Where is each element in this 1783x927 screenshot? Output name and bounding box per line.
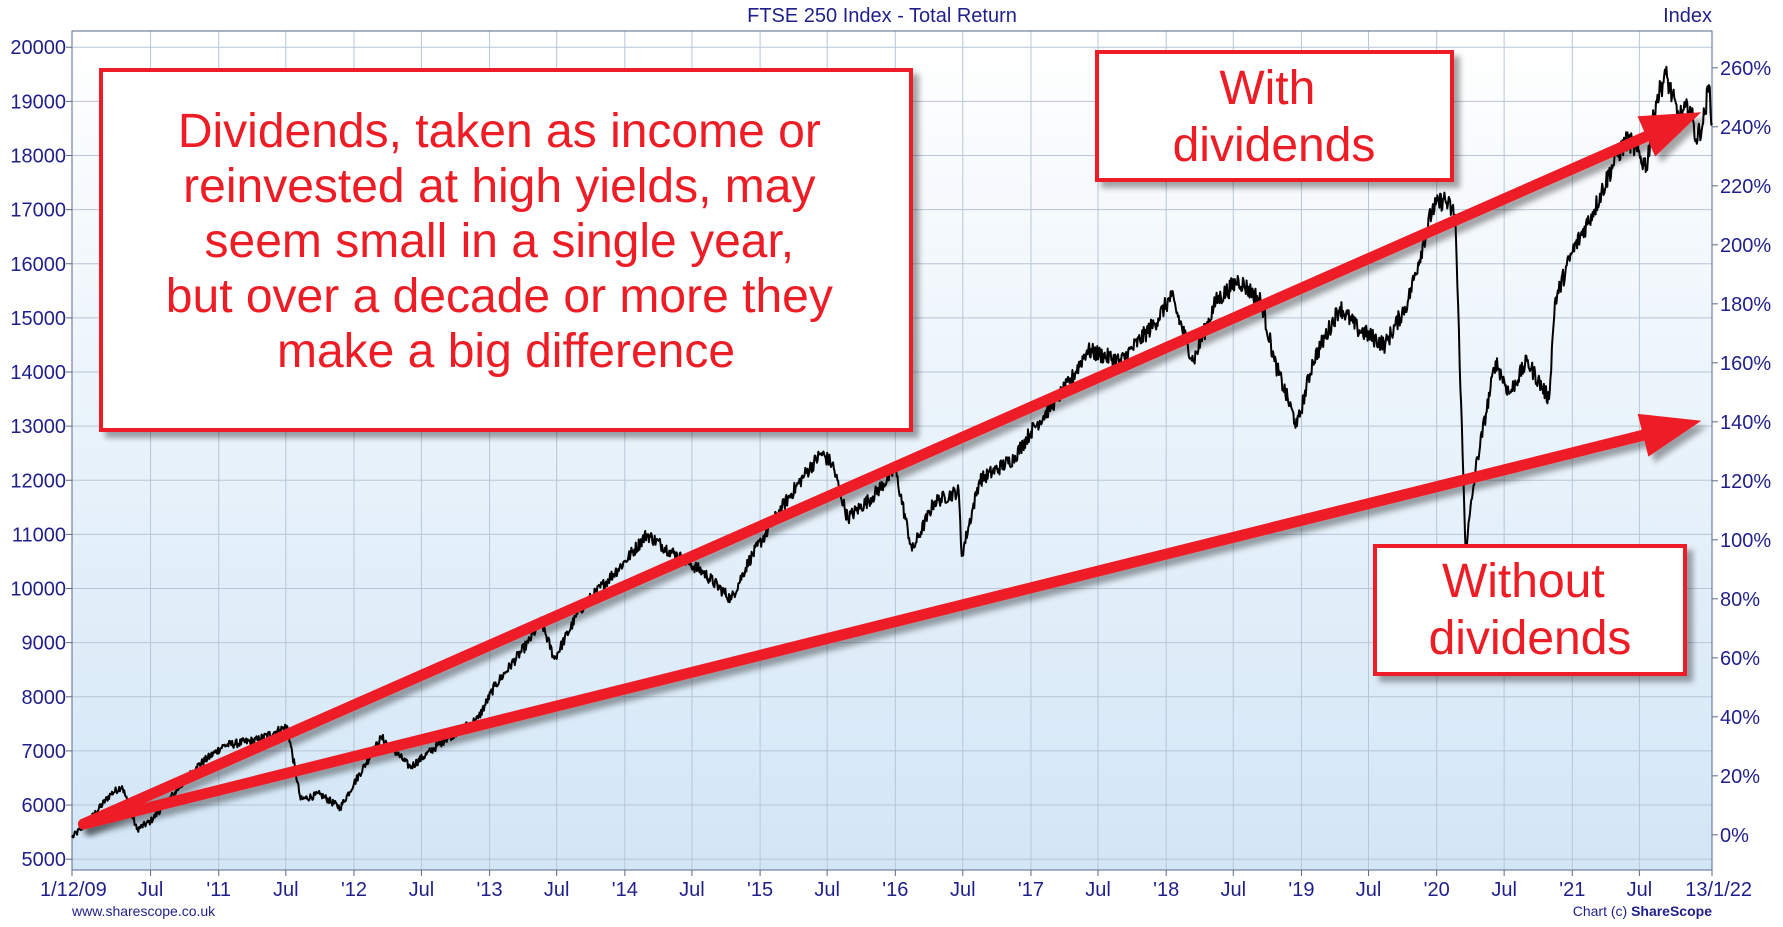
y-right-tick-label: 240% [1720, 117, 1771, 139]
annotation-arrow [77, 112, 1702, 830]
y-right-tick-label: 100% [1720, 530, 1771, 552]
x-tick-label: '21 [1559, 879, 1585, 901]
plot-frame [71, 30, 1713, 871]
without-dividends-line: dividends [1429, 612, 1632, 665]
with-dividends-label: With dividends [1173, 62, 1376, 172]
y-axis-left: 5000 6000 7000 8000 9000 10000 11000 12000 13000… [10, 37, 72, 871]
main-annotation-frame [99, 68, 913, 432]
main-annotation-line: seem small in a single year, [205, 215, 795, 268]
y-left-tick-label: 11000 [12, 524, 66, 546]
x-tick-label: Jul [1491, 879, 1517, 901]
arrow-shaft [77, 429, 1649, 830]
main-annotation-line: reinvested at high yields, may [183, 160, 815, 213]
x-tick-label: Jul [1085, 879, 1111, 901]
footer-credit-brand: ShareScope [1631, 903, 1712, 919]
x-axis: 1/12/09 Jul '11 Jul '12 Jul '13 Jul '14 Jul '15 Jul… [40, 870, 1752, 901]
y-left-tick-label: 15000 [10, 308, 66, 330]
arrow-head [1637, 112, 1702, 157]
y-right-tick-label: 80% [1720, 589, 1760, 611]
chart-title: FTSE 250 Index - Total Return [747, 5, 1017, 27]
x-tick-label: 13/1/22 [1685, 879, 1752, 901]
without-dividends-line: Without [1442, 555, 1605, 608]
x-tick-label: '14 [612, 879, 638, 901]
right-axis-title: Index [1663, 5, 1712, 27]
x-tick-label: Jul [273, 879, 299, 901]
y-right-tick-label: 200% [1720, 235, 1771, 257]
without-dividends-box: Without dividends [1373, 544, 1687, 676]
main-annotation-line: make a big difference [277, 325, 735, 378]
y-right-tick-label: 220% [1720, 176, 1771, 198]
x-tick-label: 1/12/09 [40, 879, 107, 901]
footer-credit-prefix: Chart (c) [1573, 903, 1631, 919]
x-tick-label: Jul [409, 879, 435, 901]
y-left-tick-label: 13000 [10, 416, 66, 438]
annotation-arrow [77, 413, 1702, 830]
main-annotation-line: but over a decade or more they [166, 270, 833, 323]
y-left-tick-label: 14000 [10, 362, 66, 384]
y-left-tick-label: 12000 [10, 470, 66, 492]
x-tick-label: '11 [206, 879, 231, 901]
x-tick-label: Jul [1356, 879, 1382, 901]
y-right-tick-label: 20% [1720, 766, 1760, 788]
with-dividends-line: dividends [1173, 119, 1376, 172]
x-tick-label: '17 [1018, 879, 1044, 901]
x-tick-label: '15 [747, 879, 773, 901]
y-left-tick-label: 8000 [22, 687, 67, 709]
y-right-tick-label: 260% [1720, 58, 1771, 80]
y-left-tick-label: 6000 [22, 795, 67, 817]
y-right-tick-label: 40% [1720, 707, 1760, 729]
with-dividends-frame [1095, 50, 1454, 182]
x-tick-label: '18 [1153, 879, 1179, 901]
x-tick-label: Jul [544, 879, 570, 901]
y-right-tick-label: 120% [1720, 471, 1771, 493]
y-left-tick-label: 18000 [10, 145, 66, 167]
main-annotation-box: Dividends, taken as income or reinvested… [99, 68, 913, 432]
arrow-shaft [77, 130, 1652, 830]
footer-source: www.sharescope.co.uk [71, 903, 216, 919]
x-tick-label: Jul [950, 879, 976, 901]
y-left-tick-label: 16000 [10, 254, 66, 276]
main-annotation-line: Dividends, taken as income or [178, 105, 821, 158]
y-left-tick-label: 10000 [10, 579, 66, 601]
footer-credit: Chart (c) ShareScope [1573, 903, 1712, 919]
y-right-tick-label: 60% [1720, 648, 1760, 670]
y-left-tick-label: 17000 [10, 200, 66, 222]
y-right-tick-label: 160% [1720, 353, 1771, 375]
annotation-arrows [77, 112, 1702, 830]
y-left-tick-label: 9000 [22, 633, 67, 655]
x-tick-label: '13 [477, 879, 503, 901]
with-dividends-line: With [1219, 62, 1315, 115]
x-tick-label: '12 [341, 879, 367, 901]
y-left-tick-label: 7000 [22, 741, 67, 763]
x-tick-label: Jul [1220, 879, 1246, 901]
y-right-tick-label: 0% [1720, 825, 1749, 847]
x-tick-label: Jul [1627, 879, 1653, 901]
x-tick-label: Jul [138, 879, 164, 901]
x-tick-label: '16 [882, 879, 908, 901]
without-dividends-frame [1373, 544, 1687, 676]
x-tick-label: Jul [814, 879, 840, 901]
y-right-tick-label: 180% [1720, 294, 1771, 316]
y-left-tick-label: 5000 [22, 849, 67, 871]
with-dividends-box: With dividends [1095, 50, 1454, 182]
y-left-tick-label: 20000 [10, 37, 66, 59]
x-tick-label: '20 [1424, 879, 1450, 901]
without-dividends-label: Without dividends [1429, 555, 1632, 665]
y-right-tick-label: 140% [1720, 412, 1771, 434]
x-tick-label: '19 [1288, 879, 1314, 901]
y-axis-right: 0% 20% 40% 60% 80% 100% 120% 140% 160% 180% 200% 22… [1712, 58, 1771, 847]
main-annotation-text: Dividends, taken as income or reinvested… [166, 105, 846, 378]
arrow-head [1637, 413, 1702, 457]
x-tick-label: Jul [679, 879, 705, 901]
y-left-tick-label: 19000 [10, 91, 66, 113]
